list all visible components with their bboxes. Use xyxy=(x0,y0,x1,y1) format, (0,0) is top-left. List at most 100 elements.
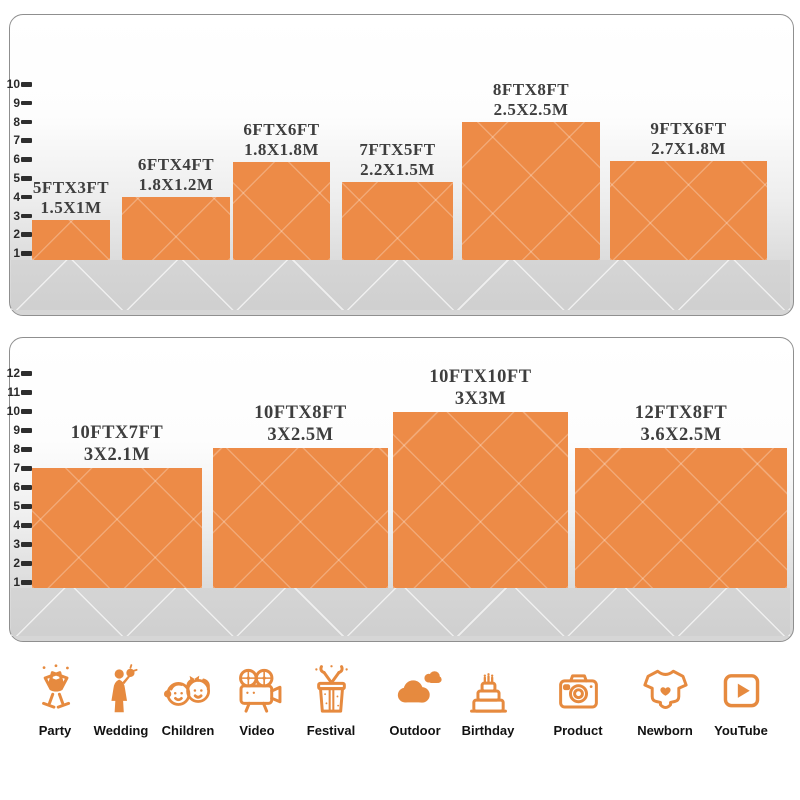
category-label: Product xyxy=(553,723,603,738)
bar-size-label: 10FTX8FT 3X2.5M xyxy=(191,402,411,446)
ruler-number: 1 xyxy=(13,246,20,261)
ruler-number: 5 xyxy=(13,499,20,513)
bar-size-label: 7FTX5FT 2.2X1.5M xyxy=(288,140,508,181)
category-label: Video xyxy=(239,723,275,738)
children-icon xyxy=(163,675,210,706)
backdrop-bar xyxy=(233,162,330,260)
ruler-number: 2 xyxy=(13,227,20,242)
category-label: YouTube xyxy=(714,723,768,738)
party-icon xyxy=(41,664,70,709)
bar-size-label: 6FTX6FT 1.8X1.8M xyxy=(172,120,392,161)
panel-floor-top xyxy=(11,260,790,310)
category-label: Birthday xyxy=(461,723,515,738)
ruler-number: 10 xyxy=(6,77,20,91)
size-meters: 3X2.1M xyxy=(83,445,151,466)
size-meters: 1.8X1.2M xyxy=(138,175,214,195)
ruler-tick xyxy=(21,138,32,143)
ruler-number: 2 xyxy=(13,556,20,570)
backdrop-bar xyxy=(610,161,767,260)
ruler-number: 8 xyxy=(13,114,20,129)
size-meters: 2.5X2.5M xyxy=(493,100,569,120)
size-meters: 2.7X1.8M xyxy=(651,139,726,159)
size-meters: 3X3M xyxy=(454,389,507,410)
panel-floor-bottom xyxy=(11,588,790,636)
size-feet: 8FTX8FT xyxy=(492,80,570,99)
backdrop-bar xyxy=(32,468,202,588)
size-feet: 10FTX8FT xyxy=(254,403,347,423)
ruler-tick xyxy=(21,580,32,585)
backdrop-bar xyxy=(575,448,787,588)
ruler-tick xyxy=(21,119,32,125)
bar-size-label: 12FTX8FT 3.6X2.5M xyxy=(571,402,791,446)
ruler-number: 1 xyxy=(13,575,20,589)
backdrop-bar xyxy=(122,197,230,260)
ruler-number: 4 xyxy=(13,189,20,204)
ruler-tick xyxy=(21,561,32,566)
bar-size-label: 8FTX8FT 2.5X2.5M xyxy=(421,80,641,121)
ruler-tick xyxy=(21,466,32,471)
ruler-number: 7 xyxy=(13,461,20,475)
category-label: Wedding xyxy=(93,723,149,738)
ruler-number: 6 xyxy=(13,480,20,494)
size-feet: 10FTX7FT xyxy=(70,423,164,443)
size-meters: 3X2.5M xyxy=(267,425,334,446)
size-meters: 3.6X2.5M xyxy=(640,425,722,446)
category-newborn: Newborn xyxy=(627,663,703,738)
ruler-tick xyxy=(21,428,32,433)
category-party: Party xyxy=(17,663,93,738)
ruler-number: 7 xyxy=(13,133,20,148)
ruler-tick xyxy=(21,157,32,162)
outdoor-icon xyxy=(397,671,442,703)
birthday-icon xyxy=(469,673,507,713)
ruler-tick xyxy=(21,251,32,256)
category-birthday: Birthday xyxy=(450,663,526,738)
ruler-tick xyxy=(21,390,32,395)
bar-size-label: 10FTX10FT 3X3M xyxy=(371,366,591,410)
size-meters: 1.8X1.8M xyxy=(244,140,319,160)
backdrop-bar xyxy=(462,122,600,260)
ruler-number: 6 xyxy=(13,152,20,167)
size-feet: 6FTX4FT xyxy=(137,155,215,174)
ruler-tick xyxy=(21,213,32,219)
bar-size-label: 5FTX3FT 1.5X1M xyxy=(0,178,181,219)
ruler-number: 10 xyxy=(6,404,20,418)
ruler-number: 9 xyxy=(13,423,20,437)
category-outdoor: Outdoor xyxy=(377,663,453,738)
size-feet: 9FTX6FT xyxy=(650,119,727,138)
category-label: Festival xyxy=(306,723,356,738)
size-meters: 2.2X1.5M xyxy=(360,160,435,180)
size-feet: 6FTX6FT xyxy=(243,120,320,139)
ruler-tick xyxy=(21,176,32,181)
category-label: Newborn xyxy=(637,723,693,738)
festival-icon xyxy=(314,665,348,713)
category-label: Children xyxy=(161,723,215,738)
wedding-icon xyxy=(110,664,138,713)
bar-size-label: 10FTX7FT 3X2.1M xyxy=(7,422,227,466)
ruler-tick xyxy=(21,523,32,528)
category-video: Video xyxy=(219,663,295,738)
size-feet: 5FTX3FT xyxy=(32,178,110,197)
ruler-tick xyxy=(21,194,32,200)
ruler-tick xyxy=(21,371,32,376)
ruler-number: 3 xyxy=(13,208,20,223)
ruler-tick xyxy=(21,542,32,547)
size-feet: 12FTX8FT xyxy=(634,403,728,423)
ruler-number: 3 xyxy=(13,537,20,551)
ruler-tick xyxy=(21,232,32,237)
category-wedding: Wedding xyxy=(83,663,159,738)
ruler-tick xyxy=(21,504,32,509)
backdrop-bar xyxy=(393,412,568,588)
bar-size-label: 9FTX6FT 2.7X1.8M xyxy=(579,119,799,160)
ruler-number: 8 xyxy=(13,442,20,456)
newborn-icon xyxy=(642,669,688,709)
ruler-tick xyxy=(21,82,32,87)
ruler-tick xyxy=(21,485,32,490)
youtube-icon xyxy=(723,674,759,708)
category-label: Party xyxy=(38,723,72,738)
ruler-tick xyxy=(21,447,32,452)
backdrop-bar xyxy=(342,182,453,260)
video-icon xyxy=(238,668,281,713)
size-feet: 7FTX5FT xyxy=(359,140,436,159)
bar-size-label: 6FTX4FT 1.8X1.2M xyxy=(66,155,286,196)
